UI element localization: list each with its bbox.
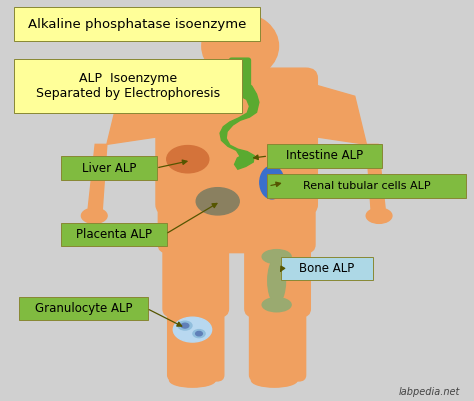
Ellipse shape — [170, 373, 215, 387]
Ellipse shape — [251, 373, 297, 387]
FancyBboxPatch shape — [61, 156, 157, 180]
Ellipse shape — [173, 317, 211, 342]
Ellipse shape — [262, 298, 291, 312]
Ellipse shape — [268, 258, 285, 304]
Polygon shape — [366, 144, 385, 211]
FancyBboxPatch shape — [61, 223, 167, 246]
FancyBboxPatch shape — [229, 58, 250, 86]
Polygon shape — [306, 82, 366, 144]
Ellipse shape — [167, 146, 209, 173]
Ellipse shape — [262, 249, 291, 264]
Ellipse shape — [178, 321, 192, 330]
Text: Intestine ALP: Intestine ALP — [286, 150, 363, 162]
Ellipse shape — [181, 323, 189, 328]
FancyBboxPatch shape — [245, 231, 310, 317]
Ellipse shape — [366, 208, 392, 223]
Ellipse shape — [193, 330, 205, 338]
Circle shape — [202, 13, 279, 79]
FancyBboxPatch shape — [163, 231, 228, 317]
Text: Alkaline phosphatase isoenzyme: Alkaline phosphatase isoenzyme — [28, 18, 246, 30]
Polygon shape — [107, 82, 168, 144]
Text: labpedia.net: labpedia.net — [399, 387, 460, 397]
FancyBboxPatch shape — [249, 301, 306, 381]
Ellipse shape — [260, 166, 284, 199]
Ellipse shape — [196, 188, 239, 215]
Text: Renal tubular cells ALP: Renal tubular cells ALP — [302, 181, 430, 191]
Polygon shape — [88, 144, 107, 211]
FancyBboxPatch shape — [19, 297, 148, 320]
Text: Liver ALP: Liver ALP — [82, 162, 137, 174]
FancyBboxPatch shape — [14, 7, 260, 41]
Polygon shape — [220, 80, 259, 169]
FancyBboxPatch shape — [267, 174, 466, 198]
Ellipse shape — [82, 208, 107, 223]
FancyBboxPatch shape — [156, 68, 317, 215]
Text: ALP  Isoenzyme
Separated by Electrophoresis: ALP Isoenzyme Separated by Electrophores… — [36, 72, 220, 100]
Text: Bone ALP: Bone ALP — [299, 262, 354, 275]
FancyBboxPatch shape — [158, 190, 315, 253]
FancyBboxPatch shape — [224, 63, 256, 80]
FancyBboxPatch shape — [281, 257, 373, 280]
Text: Placenta ALP: Placenta ALP — [76, 228, 152, 241]
Ellipse shape — [196, 331, 202, 336]
Text: Granulocyte ALP: Granulocyte ALP — [35, 302, 132, 315]
FancyBboxPatch shape — [168, 301, 224, 381]
FancyBboxPatch shape — [267, 144, 382, 168]
FancyBboxPatch shape — [14, 59, 242, 113]
